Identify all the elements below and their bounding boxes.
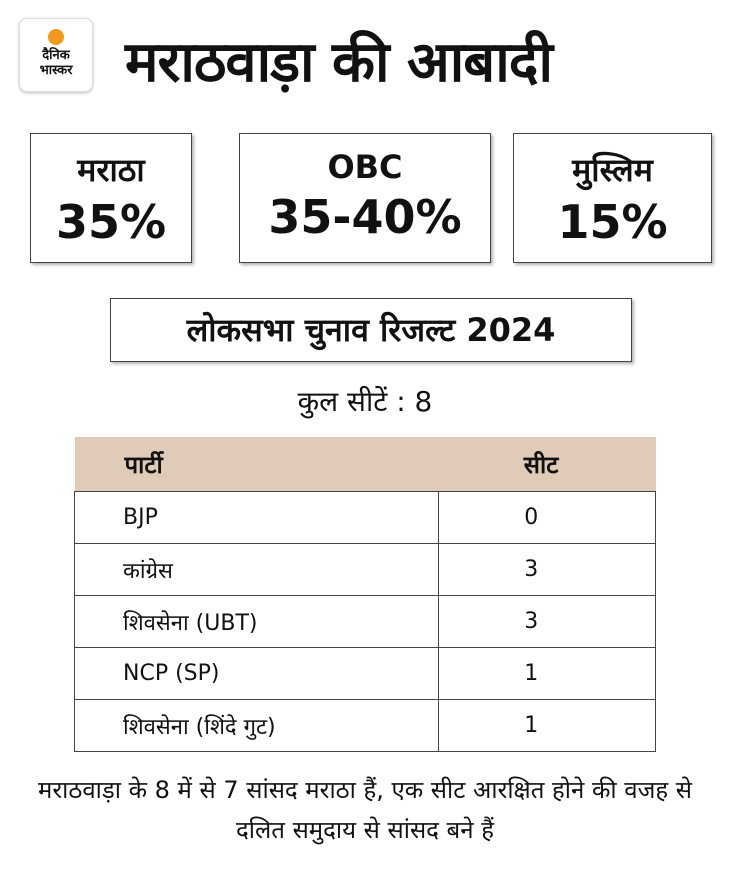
stat-value: 35% (55, 195, 167, 249)
table-row: शिवसेना (शिंदे गुट) 1 (73, 699, 656, 752)
party-cell: शिवसेना (शिंदे गुट) (73, 699, 440, 752)
seat-cell: 0 (438, 491, 656, 544)
party-cell: NCP (SP) (73, 647, 440, 700)
party-cell: शिवसेना (UBT) (73, 595, 440, 648)
table-row: BJP 0 (73, 491, 656, 544)
logo-text: भास्कर (39, 63, 73, 78)
dainik-bhaskar-logo: दैनिक भास्कर (19, 18, 93, 92)
stat-maratha: मराठा 35% (30, 133, 192, 263)
seat-cell: 1 (438, 699, 656, 752)
stat-obc: OBC 35-40% (239, 133, 491, 263)
table-row: कांग्रेस 3 (73, 543, 656, 596)
seat-cell: 3 (438, 543, 656, 596)
header-seats: सीट (438, 437, 656, 492)
results-table: पार्टी सीट BJP 0 कांग्रेस 3 शिवसेना (UBT) 3 … (73, 437, 656, 752)
footnote: मराठवाड़ा के 8 में से 7 सांसद मराठा हैं,… (38, 776, 692, 844)
stat-value: 15% (557, 195, 668, 249)
seat-cell: 3 (438, 595, 656, 648)
table-header: पार्टी सीट (74, 437, 656, 492)
party-cell: कांग्रेस (73, 543, 440, 596)
stat-label: OBC (327, 148, 403, 186)
table-row: शिवसेना (UBT) 3 (73, 595, 656, 648)
seat-cell: 1 (438, 647, 656, 700)
total-seats: कुल सीटें : 8 (297, 385, 433, 418)
stat-label: मराठा (77, 151, 145, 189)
sun-icon (48, 29, 64, 45)
logo-text: दैनिक (42, 48, 70, 63)
page-title: मराठवाड़ा की आबादी (125, 30, 553, 95)
stat-label: मुस्लिम (572, 151, 653, 189)
stat-muslim: मुस्लिम 15% (513, 133, 712, 263)
section-title: लोकसभा चुनाव रिजल्ट 2024 (110, 298, 632, 362)
header-party: पार्टी (74, 437, 439, 492)
party-cell: BJP (73, 491, 440, 544)
table-row: NCP (SP) 1 (73, 647, 656, 700)
stat-value: 35-40% (268, 190, 462, 244)
